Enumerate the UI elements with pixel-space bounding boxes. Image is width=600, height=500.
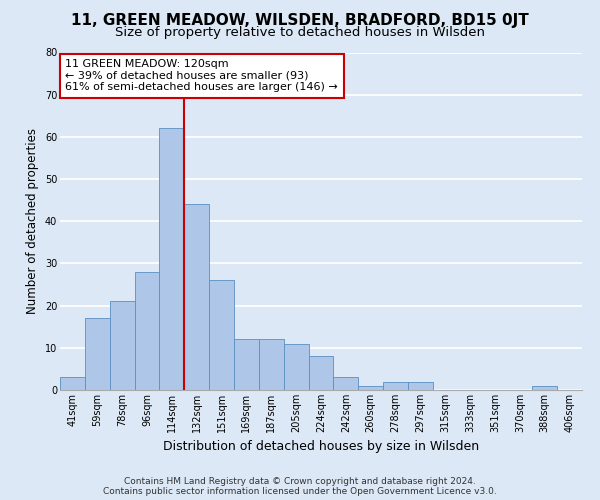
Bar: [408, 382, 433, 390]
Bar: [209, 280, 234, 390]
X-axis label: Distribution of detached houses by size in Wilsden: Distribution of detached houses by size …: [163, 440, 479, 454]
Y-axis label: Number of detached properties: Number of detached properties: [26, 128, 39, 314]
Bar: [358, 386, 383, 390]
Text: Contains HM Land Registry data © Crown copyright and database right 2024.
Contai: Contains HM Land Registry data © Crown c…: [103, 476, 497, 496]
Bar: [383, 382, 408, 390]
Bar: [532, 386, 557, 390]
Bar: [234, 340, 259, 390]
Bar: [134, 272, 160, 390]
Bar: [334, 378, 358, 390]
Bar: [160, 128, 184, 390]
Bar: [184, 204, 209, 390]
Bar: [308, 356, 334, 390]
Bar: [85, 318, 110, 390]
Text: 11 GREEN MEADOW: 120sqm
← 39% of detached houses are smaller (93)
61% of semi-de: 11 GREEN MEADOW: 120sqm ← 39% of detache…: [65, 59, 338, 92]
Text: 11, GREEN MEADOW, WILSDEN, BRADFORD, BD15 0JT: 11, GREEN MEADOW, WILSDEN, BRADFORD, BD1…: [71, 12, 529, 28]
Bar: [284, 344, 308, 390]
Text: Size of property relative to detached houses in Wilsden: Size of property relative to detached ho…: [115, 26, 485, 39]
Bar: [259, 340, 284, 390]
Bar: [110, 302, 134, 390]
Bar: [60, 378, 85, 390]
